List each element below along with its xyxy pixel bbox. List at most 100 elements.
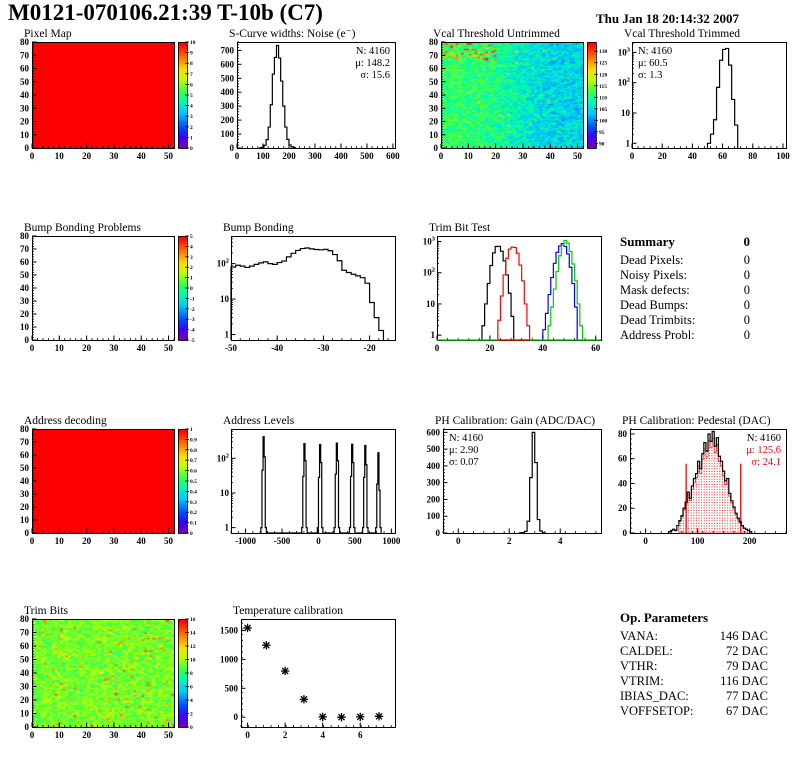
svg-text:10: 10 — [20, 322, 30, 332]
svg-text:2: 2 — [507, 536, 512, 546]
svg-text:40: 40 — [538, 343, 548, 353]
svg-text:50: 50 — [573, 151, 583, 161]
svg-text:80: 80 — [20, 424, 30, 434]
summary-row-label: Dead Bumps: — [620, 298, 689, 312]
svg-text:-20: -20 — [364, 343, 376, 353]
page-title: M0121-070106.21:39 T-10b (C7) — [8, 0, 323, 25]
svg-text:20: 20 — [20, 695, 30, 705]
summary-row: Dead Pixels: 0 — [620, 253, 750, 268]
summary-row: Mask defects: 0 — [620, 283, 750, 298]
svg-text:50: 50 — [429, 77, 439, 87]
svg-text:0: 0 — [439, 151, 444, 161]
svg-text:1500: 1500 — [220, 626, 239, 636]
svg-text:95: 95 — [599, 130, 605, 136]
svg-text:300: 300 — [221, 101, 235, 111]
svg-text:8: 8 — [190, 61, 193, 67]
svg-text:10: 10 — [464, 151, 474, 161]
svg-text:80: 80 — [429, 37, 439, 47]
svg-text:70: 70 — [20, 50, 30, 60]
svg-text:1000: 1000 — [382, 536, 401, 546]
summary-row-value: 0 — [743, 253, 750, 267]
svg-text:60: 60 — [429, 64, 439, 74]
svg-text:Address Levels: Address Levels — [223, 415, 295, 427]
svg-text:200: 200 — [282, 151, 296, 161]
svg-text:0: 0 — [435, 343, 440, 353]
svg-text:5: 5 — [190, 93, 193, 99]
op-parameter-row: VOFFSETOP: 67 DAC — [620, 704, 768, 719]
svg-text:200: 200 — [743, 536, 757, 546]
svg-text:4: 4 — [190, 104, 193, 110]
svg-text:Temperature calibration: Temperature calibration — [233, 605, 343, 617]
svg-text:500: 500 — [427, 444, 441, 454]
svg-text:10: 10 — [220, 294, 230, 304]
svg-text:120: 120 — [599, 72, 608, 78]
address-decoding-heatmap-canvas — [33, 430, 174, 533]
svg-text:20: 20 — [658, 151, 668, 161]
svg-text:60: 60 — [20, 257, 30, 267]
svg-text:0: 0 — [434, 143, 439, 153]
op-parameter-value: 77 DAC — [725, 689, 768, 703]
op-parameter-label: CALDEL: — [620, 644, 673, 658]
svg-text:1: 1 — [431, 330, 436, 340]
op-parameter-label: VTRIM: — [620, 674, 664, 688]
svg-text:40: 40 — [546, 151, 556, 161]
svg-text:0: 0 — [234, 712, 239, 722]
svg-text:-5: -5 — [190, 338, 195, 344]
svg-text:0: 0 — [190, 286, 193, 292]
svg-text:60: 60 — [20, 64, 30, 74]
summary-row-label: Dead Trimbits: — [620, 313, 696, 327]
svg-text:0: 0 — [30, 343, 35, 353]
svg-text:10: 10 — [55, 536, 65, 546]
svg-text:200: 200 — [221, 115, 235, 125]
svg-text:20: 20 — [20, 117, 30, 127]
svg-text:N: 4160: N: 4160 — [449, 433, 483, 444]
svg-text:600: 600 — [221, 59, 235, 69]
svg-text:30: 30 — [109, 343, 119, 353]
chart-bump-bonding: Bump Bonding -50 -40 -30 -20 1 10 102 — [211, 220, 403, 358]
svg-text:30: 30 — [109, 730, 119, 740]
svg-text:-1000: -1000 — [235, 536, 256, 546]
chart-ph-gain: PH Calibration: Gain (ADC/DAC) 0 2 4 0 100 200… — [417, 413, 609, 551]
svg-text:300: 300 — [308, 151, 322, 161]
ph-gain-plot: PH Calibration: Gain (ADC/DAC) 0 2 4 0 100 200… — [427, 415, 602, 546]
svg-text:50: 50 — [164, 536, 174, 546]
svg-text:30: 30 — [20, 489, 30, 499]
svg-text:600: 600 — [427, 427, 441, 437]
svg-text:Trim Bits: Trim Bits — [24, 605, 69, 617]
svg-text:0: 0 — [25, 528, 30, 538]
svg-text:80: 80 — [618, 429, 628, 439]
svg-text:40: 40 — [20, 476, 30, 486]
svg-text:PH Calibration: Gain (ADC/DAC): PH Calibration: Gain (ADC/DAC) — [435, 415, 595, 427]
svg-text:400: 400 — [427, 461, 441, 471]
svg-text:10: 10 — [190, 40, 196, 46]
svg-text:σ: 15.6: σ: 15.6 — [360, 70, 390, 81]
svg-text:0: 0 — [190, 531, 193, 537]
svg-text:0.4: 0.4 — [190, 489, 197, 495]
svg-text:40: 40 — [20, 668, 30, 678]
svg-text:40: 40 — [618, 478, 628, 488]
svg-text:100: 100 — [691, 536, 705, 546]
pixel-map-plot: Pixel Map 0 10 20 30 40 50 0 10 20 30 40 50 60 70 80 0 1 2… — [20, 28, 196, 161]
svg-text:1: 1 — [225, 330, 230, 340]
svg-text:0: 0 — [25, 722, 30, 732]
svg-text:102: 102 — [217, 258, 229, 269]
svg-text:30: 30 — [429, 103, 439, 113]
svg-text:70: 70 — [20, 628, 30, 638]
svg-text:N: 4160: N: 4160 — [638, 46, 672, 57]
svg-text:Trim Bit Test: Trim Bit Test — [429, 222, 491, 234]
svg-text:10: 10 — [55, 151, 65, 161]
svg-text:103: 103 — [618, 46, 631, 57]
svg-text:70: 70 — [429, 50, 439, 60]
svg-text:2: 2 — [283, 730, 288, 740]
chart-vcal-untrimmed: Vcal Threshold Untrimmed 0 10 20 30 40 50 0 10 20… — [417, 26, 619, 166]
svg-text:80: 80 — [20, 614, 30, 624]
svg-text:0.8: 0.8 — [190, 448, 197, 454]
svg-text:0: 0 — [190, 725, 193, 731]
svg-text:Address decoding: Address decoding — [24, 415, 107, 427]
svg-text:1: 1 — [190, 276, 193, 282]
svg-text:80: 80 — [748, 151, 758, 161]
chart-bump-problems: Bump Bonding Problems 0 10 20 30 40 50 0 10 20 30 4… — [8, 220, 210, 358]
svg-text:40: 40 — [20, 90, 30, 100]
svg-text:-30: -30 — [317, 343, 329, 353]
